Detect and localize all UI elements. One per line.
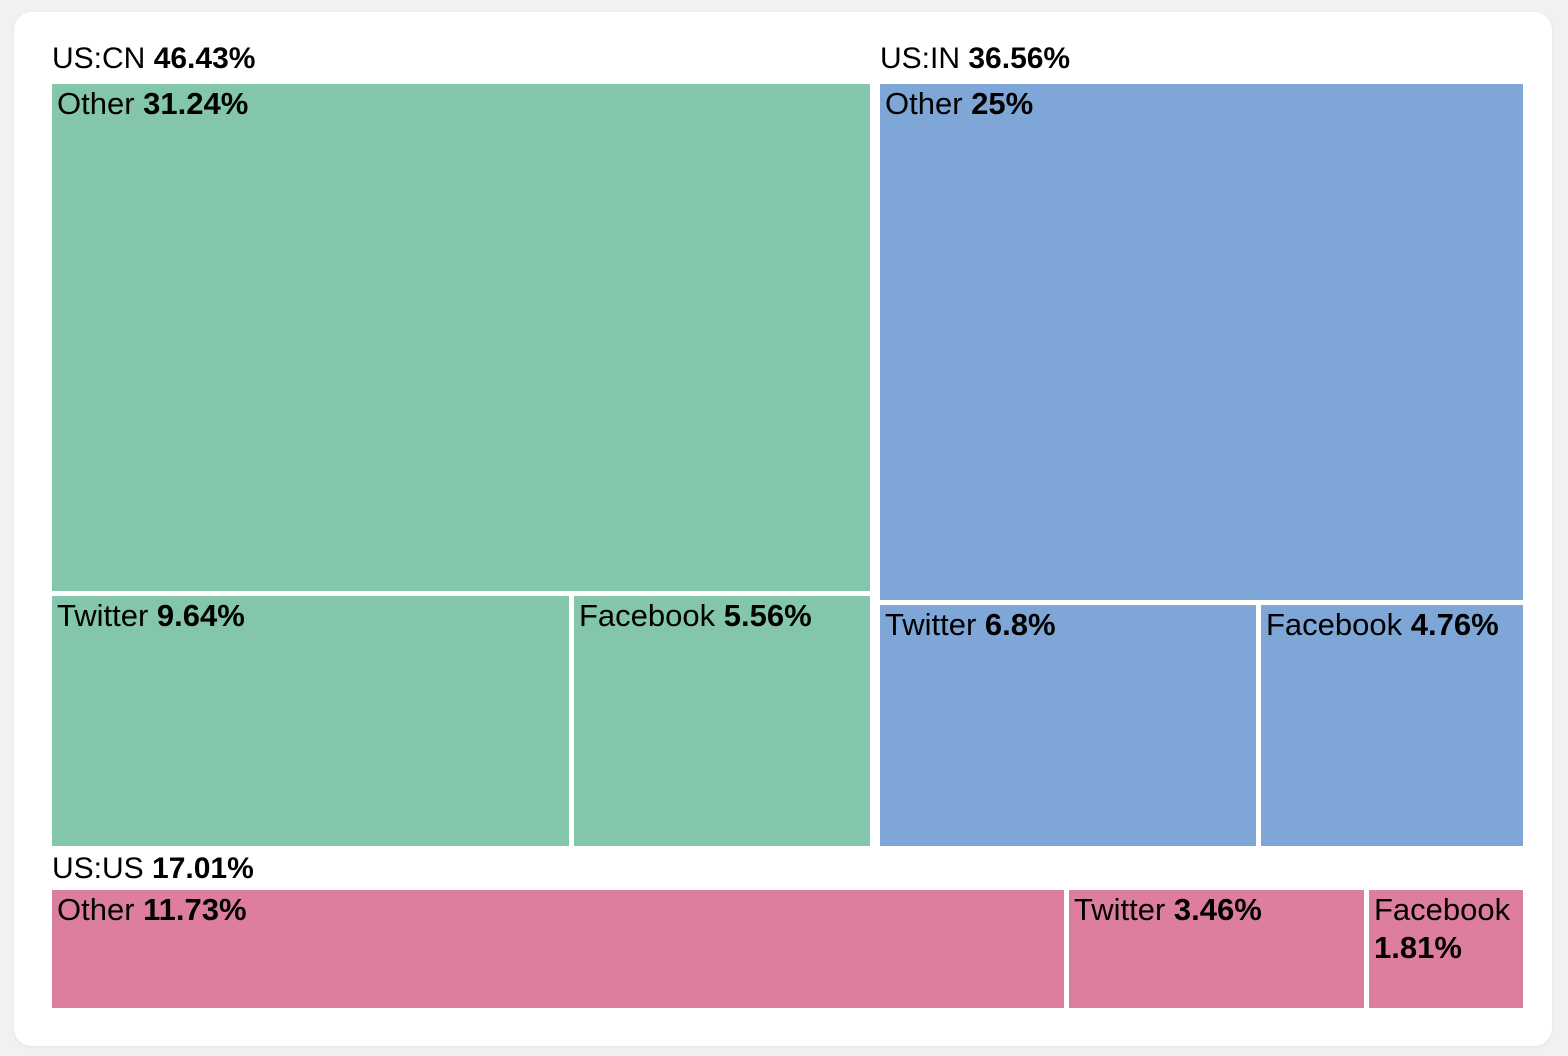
tile-name: Other bbox=[57, 86, 135, 121]
tile-name: Twitter bbox=[885, 607, 977, 642]
tile-label: Other 11.73% bbox=[52, 890, 1064, 929]
chart-card: US:CN 46.43% Other 31.24% Twitter 9.64% … bbox=[14, 12, 1552, 1046]
tile-value: 1.81% bbox=[1374, 929, 1462, 965]
tile-label: Other 31.24% bbox=[52, 84, 870, 123]
tile-label: Twitter 6.8% bbox=[880, 605, 1256, 644]
treemap-chart: US:CN 46.43% Other 31.24% Twitter 9.64% … bbox=[14, 12, 1552, 1046]
tile-name: Other bbox=[885, 86, 963, 121]
treemap-group-label-us-us: US:US 17.01% bbox=[52, 851, 254, 887]
tile-value: 3.46% bbox=[1173, 892, 1262, 927]
tile-label: Other 25% bbox=[880, 84, 1523, 123]
treemap-tile-us-cn-other[interactable]: Other 31.24% bbox=[52, 84, 870, 591]
tile-label: Twitter 9.64% bbox=[52, 596, 569, 635]
tile-label: Facebook 1.81% bbox=[1369, 890, 1523, 967]
treemap-tile-us-cn-twitter[interactable]: Twitter 9.64% bbox=[52, 596, 569, 846]
tile-name: Facebook bbox=[1374, 892, 1511, 927]
tile-name: Twitter bbox=[57, 598, 149, 633]
treemap-group-label-us-cn: US:CN 46.43% bbox=[52, 41, 255, 77]
group-name: US:US bbox=[52, 852, 144, 885]
tile-value: 5.56% bbox=[723, 598, 812, 633]
group-value: 46.43% bbox=[153, 42, 256, 75]
treemap-tile-us-cn-facebook[interactable]: Facebook 5.56% bbox=[574, 596, 870, 846]
tile-name: Other bbox=[57, 892, 135, 927]
group-value: 17.01% bbox=[152, 852, 254, 885]
group-name: US:IN bbox=[880, 42, 961, 75]
tile-value: 6.8% bbox=[984, 607, 1056, 642]
tile-label: Facebook 4.76% bbox=[1261, 605, 1523, 644]
treemap-tile-us-us-twitter[interactable]: Twitter 3.46% bbox=[1069, 890, 1364, 1008]
tile-value: 11.73% bbox=[143, 892, 247, 927]
treemap-tile-us-us-other[interactable]: Other 11.73% bbox=[52, 890, 1064, 1008]
tile-value: 25% bbox=[971, 86, 1034, 121]
treemap-tile-us-us-facebook[interactable]: Facebook 1.81% bbox=[1369, 890, 1523, 1008]
tile-name: Twitter bbox=[1074, 892, 1166, 927]
tile-name: Facebook bbox=[1266, 607, 1403, 642]
treemap-group-label-us-in: US:IN 36.56% bbox=[880, 41, 1070, 77]
treemap-tile-us-in-twitter[interactable]: Twitter 6.8% bbox=[880, 605, 1256, 846]
group-name: US:CN bbox=[52, 42, 146, 75]
treemap-tile-us-in-other[interactable]: Other 25% bbox=[880, 84, 1523, 600]
treemap-tile-us-in-facebook[interactable]: Facebook 4.76% bbox=[1261, 605, 1523, 846]
tile-name: Facebook bbox=[579, 598, 716, 633]
tile-value: 4.76% bbox=[1410, 607, 1499, 642]
tile-label: Twitter 3.46% bbox=[1069, 890, 1364, 929]
tile-label: Facebook 5.56% bbox=[574, 596, 870, 635]
tile-value: 31.24% bbox=[143, 86, 249, 121]
group-value: 36.56% bbox=[968, 42, 1071, 75]
tile-value: 9.64% bbox=[156, 598, 245, 633]
